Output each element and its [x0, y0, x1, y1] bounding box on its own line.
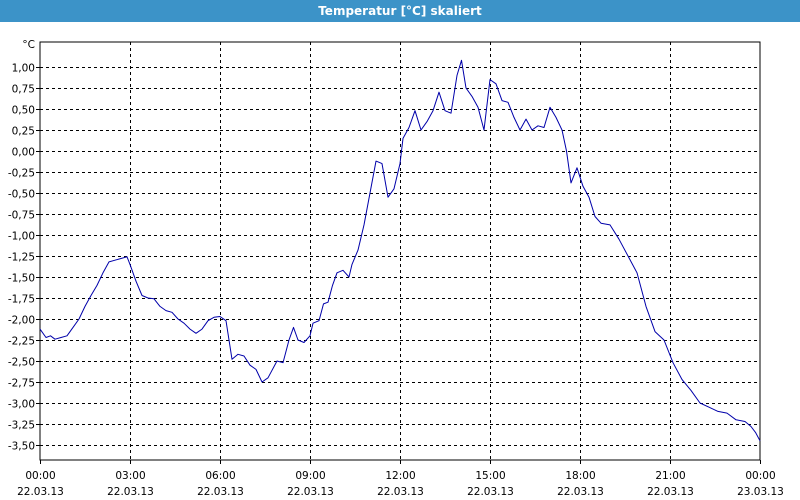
- x-tick-time: 00:00: [745, 470, 775, 482]
- x-tick-date: 22.03.13: [197, 486, 244, 498]
- y-tick-label: -0,25: [8, 168, 35, 180]
- y-tick-label: -3,25: [8, 420, 35, 432]
- y-tick-label: -1,75: [8, 294, 35, 306]
- window-title: Temperatur [°C] skaliert: [0, 0, 800, 22]
- x-tick-date: 22.03.13: [557, 486, 604, 498]
- y-tick-label: -3,50: [8, 441, 35, 453]
- y-tick-label: -2,25: [8, 336, 35, 348]
- y-tick-label: -3,00: [8, 399, 35, 411]
- y-tick-label: -2,00: [8, 315, 35, 327]
- x-tick-date: 22.03.13: [647, 486, 694, 498]
- y-tick-label: 0,50: [12, 105, 35, 117]
- temperature-chart: 1,00 0,75 0,50 0,25 0,00 -0,25 -0,50 -0,75 -1,00…: [8, 39, 784, 498]
- y-tick-label: -1,25: [8, 252, 35, 264]
- series-line-temperature: [39, 59, 761, 442]
- x-tick-time: 06:00: [205, 470, 235, 482]
- x-tick-date: 22.03.13: [377, 486, 424, 498]
- x-tick-time: 12:00: [385, 470, 415, 482]
- x-tick-time: 00:00: [25, 470, 55, 482]
- x-tick-date: 22.03.13: [287, 486, 334, 498]
- x-tick-date: 22.03.13: [467, 486, 514, 498]
- y-tick-label: -1,00: [8, 231, 35, 243]
- x-tick-time: 18:00: [565, 470, 595, 482]
- x-tick-date: 22.03.13: [107, 486, 154, 498]
- y-tick-label: -2,75: [8, 378, 35, 390]
- y-tick-label: 0,00: [12, 147, 35, 159]
- x-tick-time: 03:00: [115, 470, 145, 482]
- y-axis-unit: °C: [22, 39, 35, 51]
- x-tick-date: 22.03.13: [17, 486, 64, 498]
- y-tick-label: 0,75: [12, 84, 35, 96]
- x-tick-date: 23.03.13: [737, 486, 784, 498]
- y-tick-label: -0,75: [8, 210, 35, 222]
- y-tick-label: 0,25: [12, 126, 35, 138]
- y-tick-label: 1,00: [12, 63, 35, 75]
- x-tick-time: 21:00: [655, 470, 685, 482]
- y-tick-label: -0,50: [8, 189, 35, 201]
- x-tick-time: 15:00: [475, 470, 505, 482]
- x-tick-time: 09:00: [295, 470, 325, 482]
- y-tick-label: -2,50: [8, 357, 35, 369]
- y-tick-label: -1,50: [8, 273, 35, 285]
